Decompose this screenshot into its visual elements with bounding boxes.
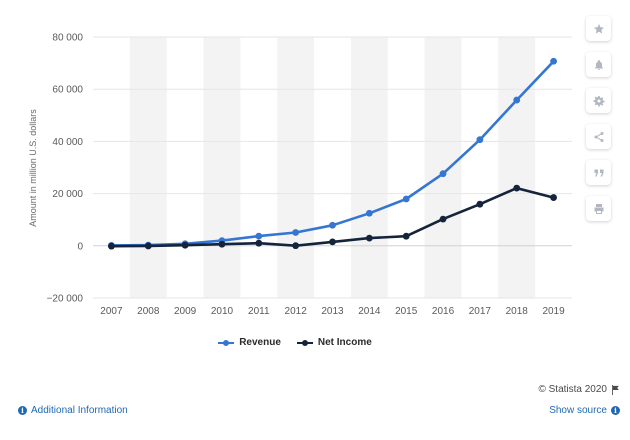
x-tick-label-2019: 2019 bbox=[542, 306, 565, 317]
gear-icon bbox=[593, 95, 604, 106]
data-point-net-income-2008 bbox=[144, 242, 152, 250]
flag-icon[interactable] bbox=[611, 384, 620, 395]
data-point-revenue-2013 bbox=[329, 221, 336, 229]
column-band-2008 bbox=[129, 37, 167, 298]
series-line-net-income bbox=[111, 186, 554, 248]
data-point-net-income-2011 bbox=[255, 239, 263, 247]
credit-text: © Statista 2020 bbox=[538, 384, 607, 395]
x-axis-ticks: 2007 2008 2009 2010 2011 2012 2013 2014 2015 2016… bbox=[100, 306, 565, 317]
show-source-label: Show source bbox=[549, 405, 607, 416]
favorite-button[interactable] bbox=[586, 16, 611, 41]
notification-button[interactable] bbox=[586, 52, 611, 77]
data-point-revenue-2012 bbox=[292, 229, 300, 236]
data-point-revenue-2015 bbox=[402, 195, 410, 203]
side-toolbar bbox=[586, 16, 611, 221]
x-tick-label-2008: 2008 bbox=[137, 306, 160, 317]
y-tick-label: 60 000 bbox=[52, 85, 83, 96]
x-tick-label-2018: 2018 bbox=[506, 306, 529, 317]
data-point-revenue-2017 bbox=[476, 136, 484, 144]
legend: Revenue Net Income bbox=[0, 337, 590, 348]
column-band-2010 bbox=[203, 37, 241, 298]
data-point-net-income-2015 bbox=[402, 232, 410, 240]
star-icon bbox=[593, 23, 604, 34]
data-point-net-income-2018 bbox=[513, 184, 521, 192]
data-point-net-income-2017 bbox=[476, 200, 484, 208]
quote-icon bbox=[594, 169, 603, 176]
show-source-link[interactable]: Show source i bbox=[549, 405, 620, 416]
series-lines bbox=[108, 57, 557, 250]
x-tick-label-2015: 2015 bbox=[395, 306, 418, 317]
data-point-net-income-2012 bbox=[292, 242, 300, 250]
data-point-net-income-2009 bbox=[181, 241, 189, 249]
y-axis-title: Amount in million U.S. dollars bbox=[28, 109, 38, 227]
share-icon bbox=[594, 131, 603, 142]
statista-credit: © Statista 2020 bbox=[538, 384, 620, 395]
share-button[interactable] bbox=[586, 124, 611, 149]
x-tick-label-2016: 2016 bbox=[432, 306, 455, 317]
y-tick-label: 40 000 bbox=[52, 137, 83, 148]
y-tick-label: 0 bbox=[77, 241, 83, 252]
data-point-net-income-2014 bbox=[365, 234, 373, 242]
x-tick-label-2012: 2012 bbox=[285, 306, 308, 317]
column-band-2012 bbox=[277, 37, 315, 298]
cite-button[interactable] bbox=[586, 160, 611, 185]
x-tick-label-2010: 2010 bbox=[211, 306, 234, 317]
x-tick-label-2007: 2007 bbox=[100, 306, 123, 317]
print-icon bbox=[594, 203, 603, 214]
x-tick-label-2013: 2013 bbox=[321, 306, 344, 317]
y-axis-ticks: −20 000 0 20 000 40 000 60 000 80 000 bbox=[47, 33, 84, 305]
legend-swatch-net-income bbox=[296, 339, 313, 346]
alternating-column-bands bbox=[129, 37, 536, 298]
y-tick-label: −20 000 bbox=[47, 294, 84, 305]
data-point-revenue-2011 bbox=[255, 232, 263, 240]
legend-swatch-revenue bbox=[218, 339, 235, 346]
data-point-net-income-2010 bbox=[218, 240, 226, 248]
data-point-net-income-2013 bbox=[329, 238, 336, 246]
data-point-net-income-2007 bbox=[108, 242, 115, 250]
column-band-2018 bbox=[498, 37, 536, 298]
data-point-net-income-2016 bbox=[439, 215, 447, 223]
additional-information-label: Additional Information bbox=[31, 405, 128, 416]
x-tick-label-2009: 2009 bbox=[174, 306, 197, 317]
data-point-revenue-2019 bbox=[550, 57, 557, 65]
info-icon: i bbox=[18, 406, 27, 415]
data-point-revenue-2016 bbox=[439, 170, 447, 178]
settings-button[interactable] bbox=[586, 88, 611, 113]
data-point-revenue-2014 bbox=[365, 209, 373, 217]
y-tick-label: 80 000 bbox=[52, 33, 83, 44]
data-point-net-income-2019 bbox=[550, 194, 557, 201]
column-band-2014 bbox=[350, 37, 388, 298]
legend-label-net-income: Net Income bbox=[317, 337, 372, 348]
data-point-revenue-2018 bbox=[513, 96, 521, 104]
bell-icon bbox=[594, 59, 603, 70]
additional-information-link[interactable]: i Additional Information bbox=[18, 405, 128, 416]
info-icon: i bbox=[611, 406, 620, 415]
y-tick-label: 20 000 bbox=[52, 189, 83, 200]
x-tick-label-2014: 2014 bbox=[358, 306, 381, 317]
legend-label-revenue: Revenue bbox=[239, 337, 281, 348]
print-button[interactable] bbox=[586, 196, 611, 221]
legend-item-revenue[interactable]: Revenue bbox=[218, 337, 281, 348]
x-tick-label-2017: 2017 bbox=[469, 306, 492, 317]
x-tick-label-2011: 2011 bbox=[248, 306, 270, 317]
legend-item-net-income[interactable]: Net Income bbox=[296, 337, 372, 348]
column-band-2016 bbox=[424, 37, 462, 298]
